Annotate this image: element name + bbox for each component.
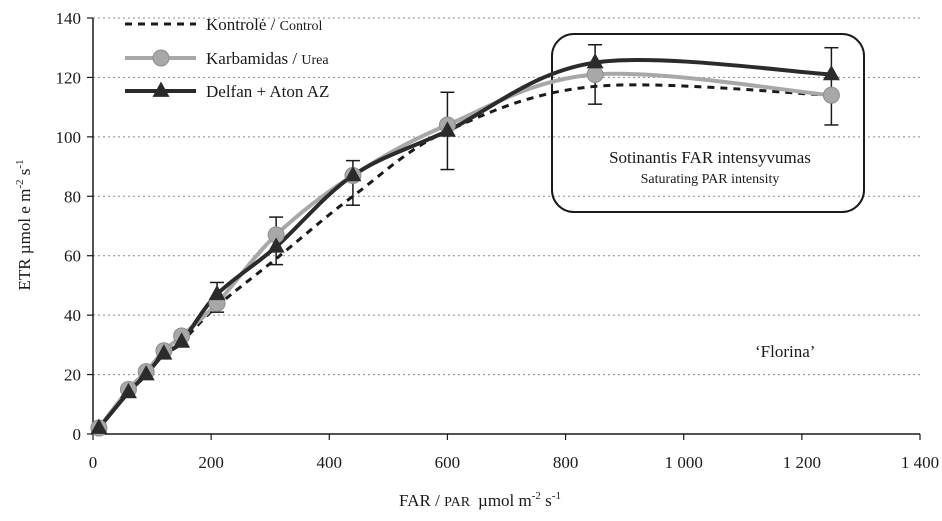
y-tick-label-140: 140 <box>56 9 82 28</box>
y-tick-label-20: 20 <box>64 366 81 385</box>
axes: 0 20 40 60 80 100 120 140 0 200 400 600 800 1 000 1 20… <box>56 9 940 472</box>
x-axis-label-main: FAR / <box>399 491 444 510</box>
legend-marker-2 <box>152 81 170 97</box>
legend-label-0: Kontrolė / Control <box>206 15 323 34</box>
y-axis-label-exp1: -2 <box>14 180 26 189</box>
y-axis-label-mid: s <box>15 169 34 180</box>
annotation-line-2: Saturating PAR intensity <box>641 172 780 187</box>
legend-label-main-1: Karbamidas / <box>206 49 301 68</box>
y-axis-label: ETR µmol e m-2 s-1 <box>14 159 34 290</box>
legend: Kontrolė / Control Karbamidas / Urea Delfa… <box>125 15 329 101</box>
legend-label-small-1: Urea <box>301 53 329 68</box>
y-tick-label-120: 120 <box>56 68 82 87</box>
legend-label-2: Delfan + Aton AZ <box>206 82 329 101</box>
x-tick-label-0: 0 <box>89 453 98 472</box>
marker-urea-1250 <box>822 86 840 104</box>
x-tick-label-400: 400 <box>317 453 343 472</box>
x-axis-label-exp2: -1 <box>552 490 561 502</box>
legend-label-1: Karbamidas / Urea <box>206 49 329 68</box>
x-tick-label-600: 600 <box>435 453 461 472</box>
x-axis-label-exp1: -2 <box>532 490 541 502</box>
x-axis-label-mid: s <box>541 491 552 510</box>
cultivar-label: ‘Florina’ <box>755 342 815 361</box>
y-axis-label-main: ETR µmol e m <box>15 189 34 291</box>
series <box>97 58 832 430</box>
annotation-group: Sotinantis FAR intensyvumas Saturating P… <box>551 33 865 213</box>
x-axis-label-unit: µmol m <box>478 491 532 510</box>
marker-delfan-10 <box>90 418 108 434</box>
y-tick-label-60: 60 <box>64 247 81 266</box>
marker-delfan-90 <box>137 365 155 381</box>
marker-delfan-1250 <box>822 64 840 81</box>
marker-delfan-210 <box>208 284 226 301</box>
marker-delfan-440 <box>344 165 362 182</box>
marker-delfan-120 <box>155 344 173 360</box>
legend-label-main-0: Kontrolė / <box>206 15 280 34</box>
markers <box>90 53 840 437</box>
x-tick-label-1200: 1 200 <box>783 453 821 472</box>
x-tick-label-800: 800 <box>553 453 579 472</box>
marker-delfan-310 <box>267 237 285 253</box>
marker-delfan-600 <box>438 121 456 137</box>
y-tick-label-80: 80 <box>64 187 81 206</box>
marker-delfan-150 <box>173 332 191 348</box>
annotation-line-1: Sotinantis FAR intensyvumas <box>609 148 811 167</box>
marker-delfan-60 <box>119 382 137 399</box>
legend-label-main-2: Delfan + Aton AZ <box>206 82 329 101</box>
x-tick-label-1400: 1 400 <box>901 453 939 472</box>
y-tick-label-100: 100 <box>56 128 82 147</box>
legend-marker-1 <box>152 49 170 67</box>
series-line-kontrol-control <box>97 83 832 430</box>
marker-urea-850 <box>586 65 604 83</box>
marker-delfan-850 <box>586 53 604 69</box>
y-tick-label-0: 0 <box>73 425 82 444</box>
x-tick-label-1000: 1 000 <box>665 453 703 472</box>
x-axis-label-small: PAR <box>444 495 471 510</box>
saturation-annotation-box <box>551 33 865 213</box>
x-tick-label-200: 200 <box>198 453 224 472</box>
legend-label-small-0: Control <box>280 19 323 34</box>
y-tick-label-40: 40 <box>64 306 81 325</box>
y-axis-label-exp2: -1 <box>14 159 26 168</box>
x-axis-label: FAR / PAR µmol m-2 s-1 <box>399 490 561 510</box>
